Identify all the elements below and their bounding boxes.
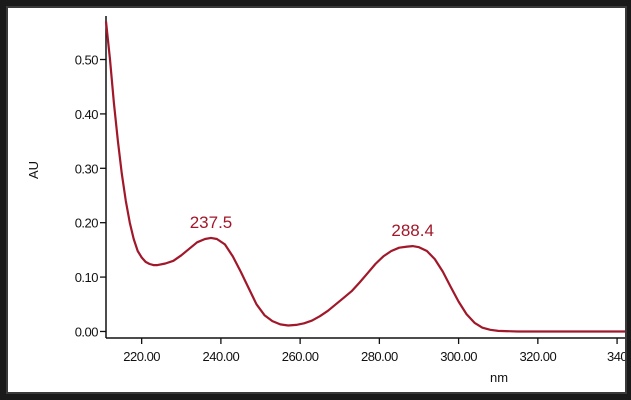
x-tick-label: 220.00 (123, 349, 160, 364)
x-tick-label: 280.00 (361, 349, 398, 364)
y-tick-label: 0.40 (75, 107, 99, 122)
y-tick-label: 0.10 (75, 270, 99, 285)
chart-frame: 0.00 0.10 0.20 0.30 0.40 0.50 220.00 240.00 260… (6, 6, 627, 394)
y-tick-label: 0.50 (75, 53, 99, 68)
spectrum-series-line (104, 21, 625, 333)
y-axis-title: AU (26, 161, 41, 179)
x-tick-label: 240.00 (203, 349, 240, 364)
x-tick-label: 320.00 (519, 349, 556, 364)
uv-spectrum-chart: 0.00 0.10 0.20 0.30 0.40 0.50 220.00 240.00 260… (26, 16, 625, 385)
x-tick-label: 340 (607, 349, 625, 364)
y-axis-ticks: 0.00 0.10 0.20 0.30 0.40 0.50 (75, 53, 106, 339)
peak-label: 237.5 (190, 213, 233, 232)
y-tick-label: 0.20 (75, 216, 99, 231)
y-tick-label: 0.00 (75, 324, 99, 339)
x-axis-ticks: 220.00 240.00 260.00 280.00 300.00 320.00 340 (123, 338, 625, 364)
x-tick-label: 260.00 (282, 349, 319, 364)
y-tick-label: 0.30 (75, 161, 99, 176)
x-tick-label: 300.00 (440, 349, 477, 364)
peak-annotations: 237.5 288.4 (190, 213, 434, 240)
peak-label: 288.4 (391, 221, 434, 240)
x-axis-title: nm (490, 370, 508, 385)
